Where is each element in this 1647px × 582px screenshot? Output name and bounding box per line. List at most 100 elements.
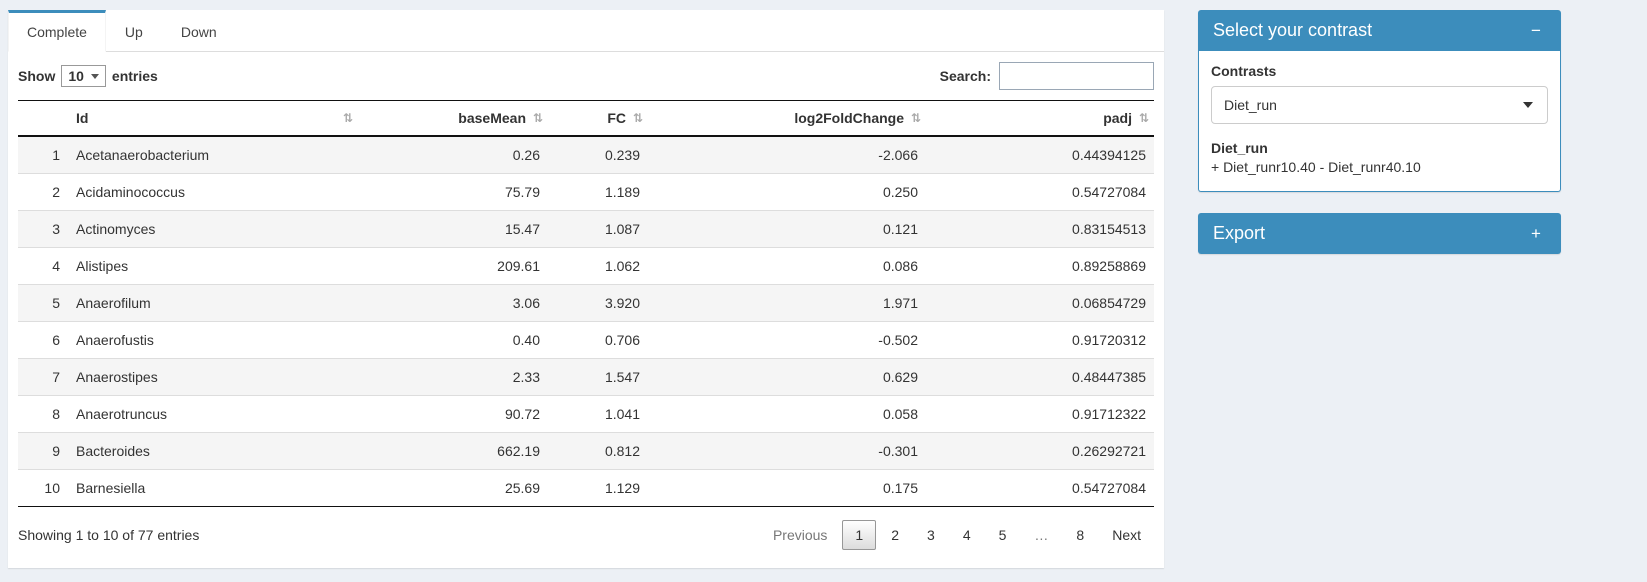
table-cell: Anaerofilum xyxy=(68,284,358,322)
collapse-icon[interactable]: − xyxy=(1521,16,1551,46)
table-row[interactable]: 6 Anaerofustis 0.40 0.706 -0.502 0.91720312 xyxy=(18,321,1154,359)
contrast-select-value: Diet_run xyxy=(1224,97,1277,113)
tab-up[interactable]: Up xyxy=(106,10,162,52)
column-header[interactable]: Id ⇅ xyxy=(68,100,358,137)
table-cell: 1.189 xyxy=(548,173,648,211)
contrast-detail-formula: + Diet_runr10.40 - Diet_runr40.10 xyxy=(1211,159,1421,175)
results-table: Id ⇅ baseMean ⇅ FC ⇅ log2FoldChange ⇅ padj ⇅ 1 Ace… xyxy=(18,100,1154,507)
table-cell: 1.547 xyxy=(548,358,648,396)
contrast-box-header: Select your contrast − xyxy=(1198,10,1561,51)
table-cell: 0.812 xyxy=(548,432,648,470)
table-cell: 0.239 xyxy=(548,135,648,174)
page-button[interactable]: 4 xyxy=(962,527,971,543)
page-length-select[interactable]: 10 xyxy=(61,65,106,87)
table-row[interactable]: 9 Bacteroides 662.19 0.812 -0.301 0.26292721 xyxy=(18,432,1154,470)
table-cell: 1 xyxy=(18,135,68,174)
tab-label: Up xyxy=(124,24,143,40)
caret-down-icon xyxy=(90,73,99,79)
column-header-label: FC xyxy=(607,110,626,126)
table-cell: -2.066 xyxy=(648,135,926,174)
contrast-detail: Diet_run + Diet_runr10.40 - Diet_runr40.… xyxy=(1211,140,1548,175)
export-box-title: Export xyxy=(1213,223,1266,243)
table-cell: 0.54727084 xyxy=(926,173,1154,211)
contrast-box-title: Select your contrast xyxy=(1213,20,1373,40)
next-button[interactable]: Next xyxy=(1112,527,1141,543)
column-header[interactable]: padj ⇅ xyxy=(926,100,1154,137)
contrast-detail-name: Diet_run xyxy=(1211,140,1268,156)
table-cell: 90.72 xyxy=(358,395,548,433)
sort-icon: ⇅ xyxy=(910,111,921,125)
contrast-select[interactable]: Diet_run xyxy=(1211,86,1548,124)
tab-complete[interactable]: Complete xyxy=(8,10,106,52)
table-row[interactable]: 5 Anaerofilum 3.06 3.920 1.971 0.06854729 xyxy=(18,284,1154,322)
previous-button[interactable]: Previous xyxy=(772,527,828,543)
search-input[interactable] xyxy=(999,62,1154,90)
table-row[interactable]: 3 Actinomyces 15.47 1.087 0.121 0.83154513 xyxy=(18,210,1154,248)
column-header[interactable]: log2FoldChange ⇅ xyxy=(648,100,926,137)
table-row[interactable]: 7 Anaerostipes 2.33 1.547 0.629 0.48447385 xyxy=(18,358,1154,396)
table-cell: 1.041 xyxy=(548,395,648,433)
table-cell: 0.086 xyxy=(648,247,926,285)
sort-icon: ⇅ xyxy=(342,111,353,125)
sort-icon: ⇅ xyxy=(1138,111,1149,125)
table-cell: 1.062 xyxy=(548,247,648,285)
export-box-header: Export + xyxy=(1198,213,1561,254)
page-button[interactable]: 1 xyxy=(842,520,877,550)
table-cell: 1.971 xyxy=(648,284,926,322)
table-row[interactable]: 4 Alistipes 209.61 1.062 0.086 0.89258869 xyxy=(18,247,1154,285)
table-cell: 0.175 xyxy=(648,469,926,507)
table-cell: 0.121 xyxy=(648,210,926,248)
table-controls: Show 10 entries Search: xyxy=(18,62,1154,90)
table-cell: 75.79 xyxy=(358,173,548,211)
sidebar: Select your contrast − Contrasts Diet_ru… xyxy=(1198,10,1561,275)
table-cell: 1.129 xyxy=(548,469,648,507)
tab-label: Complete xyxy=(27,24,87,40)
tab-label: Down xyxy=(180,24,217,40)
page-button[interactable]: 5 xyxy=(998,527,1007,543)
expand-icon[interactable]: + xyxy=(1521,219,1551,249)
table-cell: 6 xyxy=(18,321,68,359)
column-header-label: Id xyxy=(76,110,89,126)
table-cell: 662.19 xyxy=(358,432,548,470)
table-cell: 3.920 xyxy=(548,284,648,322)
table-body: 1 Acetanaerobacterium 0.26 0.239 -2.066 0.443… xyxy=(18,135,1154,507)
table-header-row: Id ⇅ baseMean ⇅ FC ⇅ log2FoldChange ⇅ padj ⇅ xyxy=(18,100,1154,137)
page-length-value: 10 xyxy=(68,68,84,84)
column-header-rownum[interactable] xyxy=(18,100,68,137)
pagination-ellipsis[interactable]: … xyxy=(1034,527,1049,543)
column-header-label: baseMean xyxy=(458,110,526,126)
contrast-box: Select your contrast − Contrasts Diet_ru… xyxy=(1198,10,1561,192)
table-row[interactable]: 10 Barnesiella 25.69 1.129 0.175 0.54727084 xyxy=(18,469,1154,507)
export-box: Export + xyxy=(1198,213,1561,254)
entries-label: entries xyxy=(111,68,158,84)
table-cell: Anaerostipes xyxy=(68,358,358,396)
table-cell: 0.44394125 xyxy=(926,135,1154,174)
table-cell: 25.69 xyxy=(358,469,548,507)
table-cell: 0.48447385 xyxy=(926,358,1154,396)
caret-down-icon xyxy=(1523,102,1533,108)
table-cell: 0.06854729 xyxy=(926,284,1154,322)
tab-down[interactable]: Down xyxy=(162,10,236,52)
table-row[interactable]: 1 Acetanaerobacterium 0.26 0.239 -2.066 0.443… xyxy=(18,135,1154,174)
column-header[interactable]: FC ⇅ xyxy=(548,100,648,137)
show-label: Show xyxy=(18,68,56,84)
tab-bar: Complete Up Down xyxy=(8,10,1164,52)
sort-icon: ⇅ xyxy=(532,111,543,125)
table-cell: 7 xyxy=(18,358,68,396)
table-cell: 0.26292721 xyxy=(926,432,1154,470)
table-row[interactable]: 2 Acidaminococcus 75.79 1.189 0.250 0.5472708… xyxy=(18,173,1154,211)
table-footer: Showing 1 to 10 of 77 entries Previous 1 2… xyxy=(18,507,1154,558)
table-cell: Acetanaerobacterium xyxy=(68,135,358,174)
sort-icon: ⇅ xyxy=(632,111,643,125)
page-button[interactable]: 2 xyxy=(891,527,900,543)
column-header[interactable]: baseMean ⇅ xyxy=(358,100,548,137)
table-cell: 0.83154513 xyxy=(926,210,1154,248)
table-cell: 5 xyxy=(18,284,68,322)
pagination: Previous 1 2 3 4 5 … 8 Next xyxy=(758,520,1154,550)
page-button[interactable]: 8 xyxy=(1076,527,1085,543)
table-cell: 8 xyxy=(18,395,68,433)
table-cell: 3 xyxy=(18,210,68,248)
table-row[interactable]: 8 Anaerotruncus 90.72 1.041 0.058 0.91712322 xyxy=(18,395,1154,433)
page-button[interactable]: 3 xyxy=(927,527,935,543)
